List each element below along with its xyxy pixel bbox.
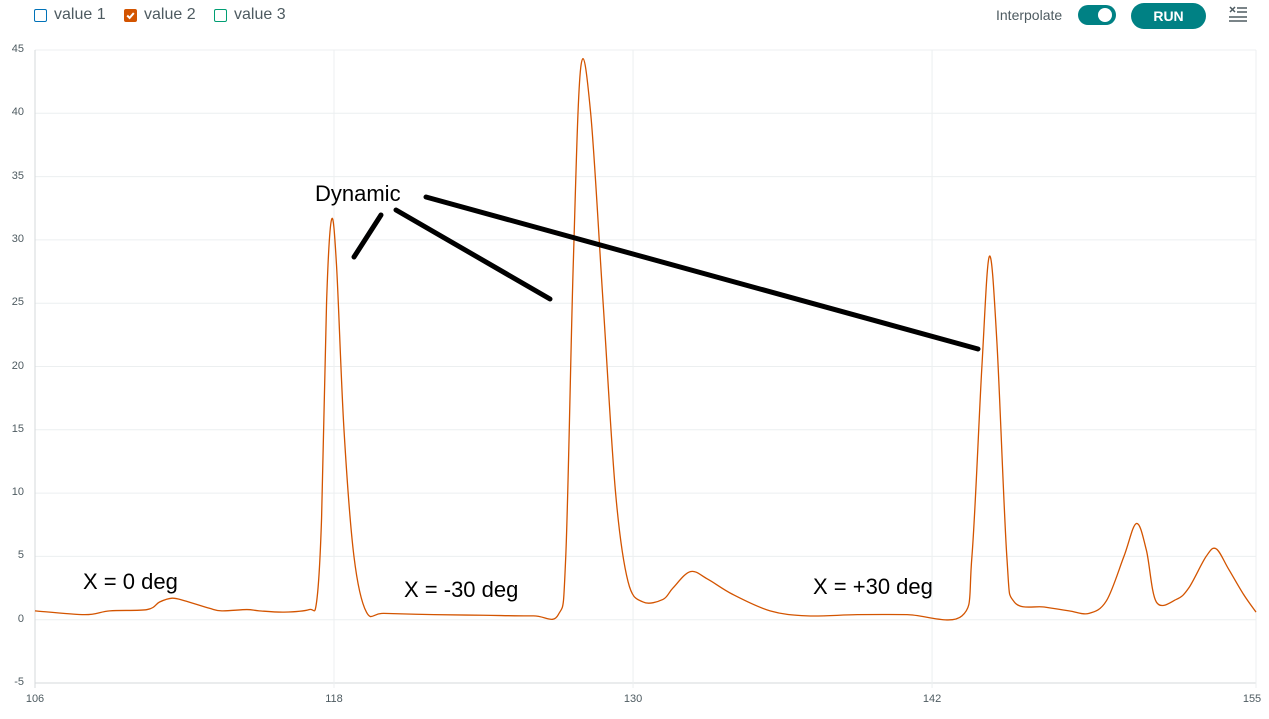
x-tick-label: 106 bbox=[25, 693, 45, 705]
y-tick-label: 45 bbox=[11, 43, 24, 55]
y-tick-label: 25 bbox=[11, 296, 24, 309]
x-tick-label: 118 bbox=[325, 693, 343, 705]
interpolate-label: Interpolate bbox=[996, 7, 1063, 23]
x-tick-label: 155 bbox=[1242, 693, 1262, 705]
legend-label: value 1 bbox=[54, 6, 106, 23]
checkbox-checked-icon[interactable] bbox=[124, 8, 137, 22]
annotation-x-plus-30: X = +30 deg bbox=[813, 574, 933, 599]
y-tick-label: 10 bbox=[11, 486, 24, 499]
legend-toggle-value-3[interactable]: value 3 bbox=[214, 6, 286, 24]
checkbox-icon[interactable] bbox=[34, 8, 47, 22]
y-tick-label: 5 bbox=[17, 549, 24, 562]
checkbox-icon[interactable] bbox=[214, 8, 227, 22]
clear-list-icon[interactable] bbox=[1228, 5, 1248, 25]
annotation-x0: X = 0 deg bbox=[83, 569, 178, 594]
toolbar: value 1 value 2 value 3 Interpolate RUN bbox=[0, 0, 1269, 34]
y-tick-label: 35 bbox=[11, 169, 24, 182]
legend-label: value 2 bbox=[144, 6, 196, 23]
run-button[interactable]: RUN bbox=[1131, 3, 1206, 29]
legend-label: value 3 bbox=[234, 6, 286, 23]
legend-toggle-value-1[interactable]: value 1 bbox=[34, 6, 106, 24]
x-tick-label: 130 bbox=[623, 693, 643, 705]
interpolate-toggle[interactable] bbox=[1078, 5, 1116, 25]
y-tick-label: 30 bbox=[11, 232, 24, 245]
series-line bbox=[34, 58, 1257, 621]
annotation-x-minus-30: X = -30 deg bbox=[404, 577, 519, 602]
toggle-knob bbox=[1098, 8, 1112, 22]
y-tick-label: -5 bbox=[14, 676, 24, 688]
x-tick-label: 142 bbox=[922, 693, 942, 705]
y-tick-label: 0 bbox=[17, 612, 24, 625]
annotation-dynamic: Dynamic bbox=[315, 181, 401, 206]
y-tick-label: 15 bbox=[11, 422, 24, 435]
y-tick-label: 20 bbox=[11, 359, 24, 372]
y-tick-label: 40 bbox=[11, 106, 24, 119]
legend-toggle-value-2[interactable]: value 2 bbox=[124, 6, 196, 24]
